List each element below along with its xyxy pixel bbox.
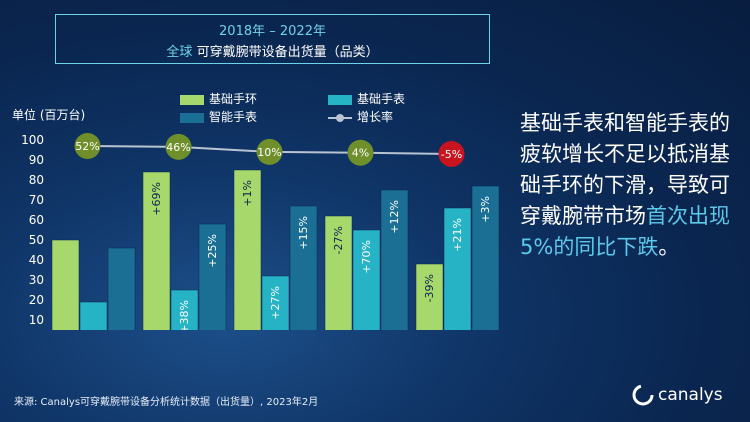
y-tick-label: 100 — [21, 133, 44, 147]
canalys-logo-icon — [632, 384, 654, 406]
legend-swatch-basic-band — [180, 94, 204, 105]
legend-label-growth-rate: 增长率 — [357, 110, 394, 124]
growth-rate-point — [165, 133, 192, 160]
legend-label-smart-watch: 智能手表 — [209, 110, 258, 124]
chart-subtitle-highlight: 全球 — [166, 45, 193, 60]
y-tick-label: 10 — [29, 313, 44, 327]
growth-rate-point — [256, 138, 283, 165]
side-commentary-highlight: 首次出现5%的同比下跌 — [520, 204, 730, 259]
bar-basic-watch — [170, 289, 199, 330]
bar-basic-band — [51, 239, 80, 330]
side-commentary: 基础手表和智能手表的疲软增长不足以抵消基础手环的下滑，导致可穿戴腕带市场首次出现… — [520, 108, 735, 263]
growth-rate-point — [74, 133, 101, 159]
growth-rate-point — [438, 140, 465, 167]
bar-basic-watch — [261, 275, 290, 330]
chart-subtitle: 全球 可穿戴腕带设备出货量（品类） — [56, 41, 489, 60]
bar-data-label: +15% — [297, 216, 310, 250]
canalys-logo-text: canalys — [658, 385, 723, 405]
bar-basic-band — [324, 215, 353, 330]
bar-basic-band — [233, 169, 262, 330]
growth-rate-label: 4% — [352, 147, 369, 160]
bar-data-label: +38% — [178, 300, 191, 330]
y-tick-label: 70 — [29, 193, 44, 207]
bar-smart-watch — [198, 223, 227, 330]
growth-rate-label: 46% — [166, 141, 190, 154]
bar-smart-watch — [380, 189, 409, 330]
legend-item-basic-band: 基础手环 — [180, 90, 257, 107]
legend-swatch-basic-watch — [328, 94, 352, 105]
bar-data-label: +27% — [269, 286, 282, 320]
bar-smart-watch — [107, 247, 136, 330]
y-tick-label: 80 — [29, 173, 44, 187]
growth-rate-point — [347, 139, 374, 166]
y-tick-label: 60 — [29, 213, 44, 227]
bar-data-label: -39% — [423, 274, 436, 302]
bar-basic-band — [415, 263, 444, 330]
legend-label-basic-watch: 基础手表 — [357, 92, 406, 106]
bar-basic-watch — [443, 207, 472, 330]
bar-basic-watch — [352, 229, 381, 330]
growth-rate-label: -5% — [441, 148, 462, 161]
growth-line-legend-icon — [328, 113, 352, 122]
chart-title-box: 2018年 – 2022年 全球 可穿戴腕带设备出货量（品类） — [55, 14, 490, 64]
bar-data-label: +21% — [451, 218, 464, 252]
legend-swatch-smart-watch — [180, 112, 204, 123]
y-tick-label: 50 — [29, 233, 44, 247]
bar-smart-watch — [471, 185, 500, 330]
growth-rate-label: 52% — [75, 140, 99, 153]
bar-data-label: +3% — [479, 196, 492, 223]
side-commentary-main: 基础手表和智能手表的疲软增长不足以抵消基础手环的下滑，导致可穿戴腕带市场 — [520, 111, 730, 228]
bar-basic-watch — [79, 301, 108, 330]
bar-data-label: +69% — [150, 182, 163, 216]
legend-label-basic-band: 基础手环 — [209, 92, 258, 106]
canalys-logo: canalys — [632, 384, 723, 406]
legend-item-basic-watch: 基础手表 — [328, 90, 405, 107]
bar-data-label: +70% — [360, 240, 373, 274]
y-tick-label: 20 — [29, 293, 44, 307]
y-axis-unit-label: 单位 (百万台) — [12, 108, 86, 122]
bar-smart-watch — [289, 205, 318, 330]
bar-chart: 01020304050607080901002018+69%+38%+25%20… — [21, 133, 500, 330]
bar-data-label: +25% — [206, 234, 219, 268]
legend-item-growth-rate: 增长率 — [328, 108, 393, 125]
side-commentary-end: 。 — [658, 235, 680, 259]
legend-item-smart-watch: 智能手表 — [180, 108, 257, 125]
source-note: 来源: Canalys可穿戴腕带设备分析统计数据（出货量）, 2023年2月 — [14, 397, 319, 408]
y-tick-label: 90 — [29, 153, 44, 167]
chart-period: 2018年 – 2022年 — [219, 24, 326, 39]
bar-data-label: +1% — [241, 180, 254, 207]
y-tick-label: 30 — [29, 273, 44, 287]
bar-data-label: -27% — [332, 226, 345, 254]
y-tick-label: 40 — [29, 253, 44, 267]
chart-subtitle-rest: 可穿戴腕带设备出货量（品类） — [192, 45, 379, 60]
bar-basic-band — [142, 171, 171, 330]
growth-rate-label: 10% — [257, 146, 281, 159]
bar-data-label: +12% — [388, 200, 401, 234]
